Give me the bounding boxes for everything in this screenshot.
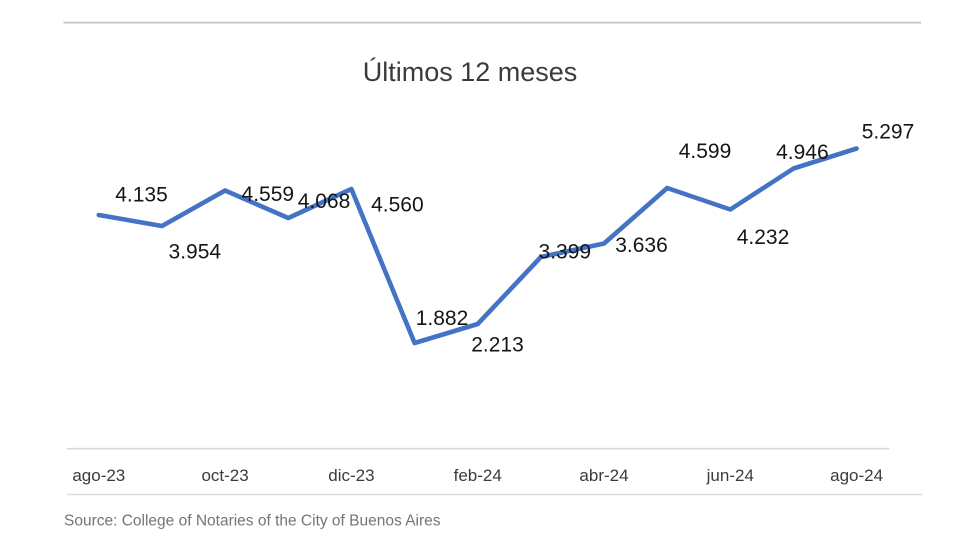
svg-text:1.882: 1.882 — [416, 307, 469, 330]
svg-text:jun-24: jun-24 — [706, 466, 754, 485]
svg-text:oct-23: oct-23 — [201, 466, 248, 485]
svg-text:ago-24: ago-24 — [830, 466, 883, 485]
svg-text:dic-23: dic-23 — [328, 466, 374, 485]
svg-text:3.954: 3.954 — [169, 241, 222, 264]
svg-text:Source: College of Notaries of: Source: College of Notaries of the City … — [64, 513, 441, 530]
svg-text:4.232: 4.232 — [737, 226, 790, 249]
svg-text:3.636: 3.636 — [615, 234, 668, 257]
svg-text:2.213: 2.213 — [471, 334, 524, 357]
svg-text:abr-24: abr-24 — [579, 466, 628, 485]
svg-text:4.560: 4.560 — [371, 194, 424, 217]
svg-text:5.297: 5.297 — [862, 121, 915, 144]
svg-text:4.068: 4.068 — [298, 190, 351, 213]
svg-text:4.599: 4.599 — [679, 140, 732, 163]
svg-text:4.946: 4.946 — [776, 141, 829, 164]
svg-text:feb-24: feb-24 — [454, 466, 502, 485]
svg-text:4.135: 4.135 — [115, 184, 168, 207]
svg-text:4.559: 4.559 — [242, 183, 295, 206]
svg-text:Últimos 12 meses: Últimos 12 meses — [363, 56, 578, 87]
svg-text:3.399: 3.399 — [539, 241, 592, 264]
svg-text:ago-23: ago-23 — [72, 466, 125, 485]
